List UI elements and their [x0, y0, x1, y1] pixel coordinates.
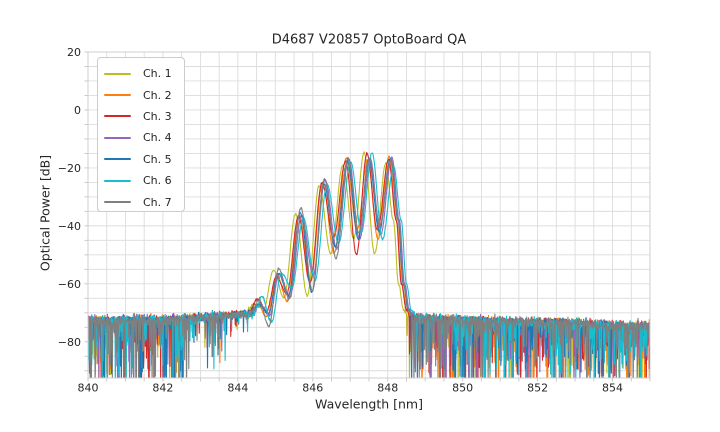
legend-line-swatch [104, 72, 131, 75]
legend-label: Ch. 6 [143, 174, 172, 188]
x-tick-label: 842 [152, 382, 173, 395]
y-tick-label: −60 [58, 278, 81, 291]
legend-line-swatch [104, 158, 131, 161]
y-tick-label: 20 [67, 46, 81, 59]
legend-line-swatch [104, 94, 131, 97]
x-axis-label: Wavelength [nm] [315, 396, 423, 412]
legend-item-ch-4: Ch. 4 [104, 127, 184, 148]
legend-line-swatch [104, 179, 131, 182]
legend-item-ch-2: Ch. 2 [104, 84, 184, 105]
legend-label: Ch. 4 [143, 131, 172, 145]
x-tick-label: 846 [302, 382, 323, 395]
y-tick-label: −20 [58, 162, 81, 175]
legend-label: Ch. 5 [143, 152, 172, 166]
tick-marks [84, 51, 651, 382]
x-tick-label: 854 [602, 382, 623, 395]
legend-item-ch-5: Ch. 5 [104, 149, 184, 170]
x-tick-label: 852 [527, 382, 548, 395]
legend-line-swatch [104, 136, 131, 139]
axis-spine [87, 51, 651, 379]
x-tick-label: 850 [452, 382, 473, 395]
x-tick-label: 844 [227, 382, 248, 395]
y-tick-label: 0 [74, 104, 81, 117]
legend-label: Ch. 7 [143, 195, 172, 209]
x-tick-label: 840 [78, 382, 99, 395]
y-tick-label: −80 [58, 336, 81, 349]
legend-item-ch-3: Ch. 3 [104, 106, 184, 127]
legend-item-ch-1: Ch. 1 [104, 63, 184, 84]
legend-label: Ch. 1 [143, 67, 172, 81]
y-tick-label: −40 [58, 220, 81, 233]
legend-line-swatch [104, 201, 131, 204]
series-line-ch-7 [88, 156, 650, 378]
x-tick-label: 848 [377, 382, 398, 395]
chart-title: D4687 V20857 OptoBoard QA [271, 32, 467, 48]
legend: Ch. 1 Ch. 2 Ch. 3 Ch. 4 Ch. 5 Ch. 6 Ch. 7 [97, 57, 185, 212]
legend-item-ch-7: Ch. 7 [104, 191, 184, 212]
legend-line-swatch [104, 115, 131, 118]
legend-label: Ch. 3 [143, 109, 172, 123]
legend-label: Ch. 2 [143, 88, 172, 102]
legend-item-ch-6: Ch. 6 [104, 170, 184, 191]
